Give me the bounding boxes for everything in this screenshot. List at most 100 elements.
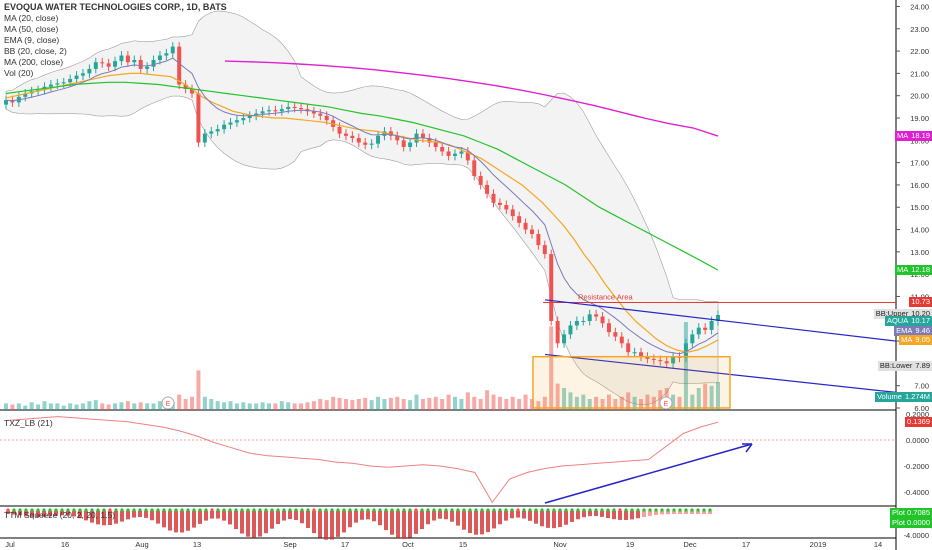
candle-body xyxy=(408,142,413,147)
oscillator-line xyxy=(5,416,719,504)
volume-bar xyxy=(215,401,220,410)
candle-body xyxy=(709,321,714,330)
squeeze-dot xyxy=(474,508,478,512)
squeeze-bar xyxy=(288,511,292,520)
volume-bar xyxy=(581,394,586,410)
squeeze-dot xyxy=(618,508,622,512)
volume-bar xyxy=(23,405,28,410)
candle-body xyxy=(472,160,477,176)
candle-body xyxy=(356,138,361,143)
candle-body xyxy=(292,106,297,108)
squeeze-bar xyxy=(366,511,370,520)
squeeze-dot xyxy=(162,508,166,512)
ma50-line xyxy=(5,81,719,271)
candle-body xyxy=(202,133,207,143)
volume-bar xyxy=(453,396,458,410)
squeeze-bar xyxy=(174,511,178,533)
squeeze-bar xyxy=(156,511,160,524)
squeeze-bar xyxy=(648,511,652,516)
volume-bar xyxy=(331,396,336,410)
volume-bar xyxy=(376,396,381,410)
volume-bar xyxy=(254,403,259,410)
volume-bar xyxy=(16,403,21,410)
candle-body xyxy=(337,126,342,134)
squeeze-dot xyxy=(126,508,130,512)
squeeze-dot xyxy=(234,508,238,512)
squeeze-dot xyxy=(246,508,250,512)
price-tag: BB:Lower 7.89 xyxy=(877,360,932,371)
candle-body xyxy=(80,73,85,76)
squeeze-dot xyxy=(498,508,502,512)
squeeze-dot xyxy=(690,508,694,512)
squeeze-bar xyxy=(666,511,670,515)
legend-volume: Vol (20) xyxy=(4,68,34,78)
squeeze-bar xyxy=(240,511,244,534)
x-tick-label: 2019 xyxy=(810,540,827,549)
candle-body xyxy=(594,314,599,317)
ma20-line xyxy=(5,72,719,353)
candle-body xyxy=(600,316,605,324)
squeeze-dot xyxy=(156,508,160,512)
squeeze-dot xyxy=(408,508,412,512)
volume-bar xyxy=(337,397,342,410)
volume-bar xyxy=(279,401,284,410)
squeeze-bar xyxy=(216,511,220,519)
candle-body xyxy=(125,55,130,63)
volume-bar xyxy=(485,390,490,410)
squeeze-dot xyxy=(186,508,190,512)
squeeze-dot xyxy=(252,508,256,512)
volume-bar xyxy=(100,403,105,410)
volume-bar xyxy=(305,402,310,410)
candle-body xyxy=(658,360,663,362)
candle-body xyxy=(145,66,150,69)
volume-bar xyxy=(600,399,605,410)
squeeze-bar xyxy=(402,511,406,539)
squeeze-dot xyxy=(198,508,202,512)
volume-bar xyxy=(427,397,432,410)
chart-legend: EVOQUA WATER TECHNOLOGIES CORP., 1D, BAT… xyxy=(4,2,227,79)
price-tag-value: 9.46 xyxy=(915,325,930,335)
volume-bar xyxy=(472,396,477,410)
candle-body xyxy=(209,131,214,134)
volume-bar xyxy=(696,388,701,410)
squeeze-dot xyxy=(270,508,274,512)
squeeze-dot xyxy=(354,508,358,512)
squeeze-bar xyxy=(474,511,478,535)
candle-body xyxy=(369,143,374,145)
candle-body xyxy=(376,135,381,144)
candle-body xyxy=(465,151,470,161)
squeeze-bar xyxy=(318,511,322,538)
price-tag-value: 9.05 xyxy=(915,334,930,344)
oscillator-tick-label: 0.2000 xyxy=(906,410,929,419)
price-tag: MA 18.19 xyxy=(894,131,932,142)
squeeze-dot xyxy=(18,508,22,512)
candle-body xyxy=(542,245,547,255)
y-tick-label: 19.00 xyxy=(910,114,929,123)
squeeze-dot xyxy=(426,508,430,512)
squeeze-bar xyxy=(642,511,646,518)
volume-bar xyxy=(87,401,92,410)
squeeze-dot xyxy=(684,508,688,512)
price-tag: MA 9.05 xyxy=(899,334,932,345)
volume-bar xyxy=(311,401,316,410)
squeeze-dot xyxy=(72,508,76,512)
price-tag: Volume 1.274M xyxy=(874,391,932,402)
price-tag: BB:Upper 10.20 xyxy=(873,309,932,320)
oscillator-tag: 0.1369 xyxy=(905,417,932,428)
candle-body xyxy=(433,142,438,147)
squeeze-bar xyxy=(528,511,532,521)
volume-bar xyxy=(209,399,214,410)
squeeze-bar xyxy=(360,511,364,520)
candle-body xyxy=(703,327,708,330)
volume-bar xyxy=(68,403,73,410)
squeeze-bar xyxy=(462,511,466,530)
price-tag: 10.73 xyxy=(909,297,932,308)
y-tick-label: 14.00 xyxy=(910,226,929,235)
volume-bar xyxy=(132,403,137,410)
squeeze-dot xyxy=(438,508,442,512)
squeeze-dot xyxy=(24,508,28,512)
candle-body xyxy=(48,84,53,87)
legend-ma200: MA (200, close) xyxy=(4,57,64,67)
x-tick-label: Dec xyxy=(683,540,697,549)
